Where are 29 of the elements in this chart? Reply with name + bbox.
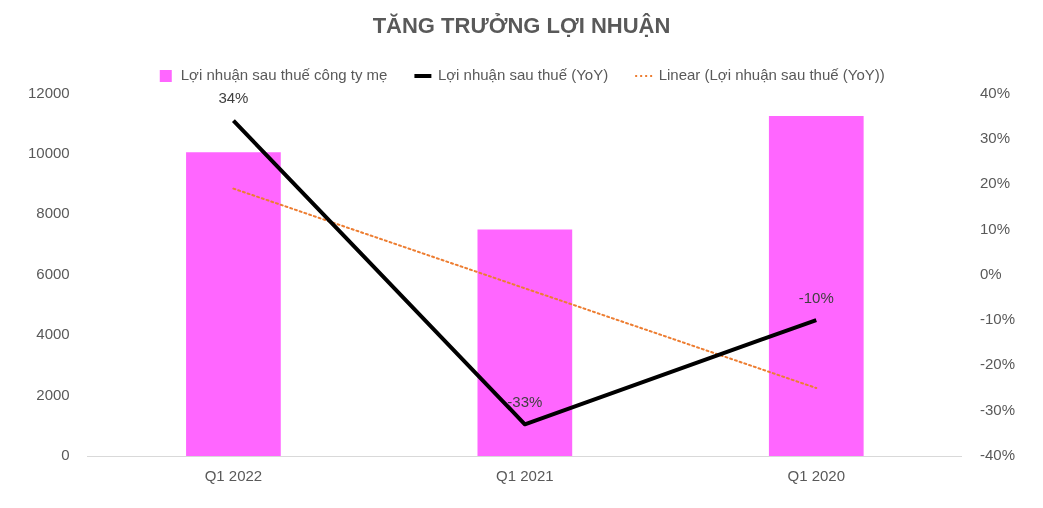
legend-label: Lợi nhuận sau thuế công ty mẹ	[180, 66, 388, 84]
y2-tick-label: 20%	[979, 174, 1011, 192]
legend-label: Lợi nhuận sau thuế (YoY)	[437, 66, 609, 84]
y-tick-label: 10000	[27, 143, 70, 161]
bar	[768, 116, 864, 456]
data-label: 34%	[218, 89, 249, 107]
x-tick-label: Q1 2021	[496, 467, 554, 485]
y-tick-label: 4000	[36, 325, 70, 343]
legend-label: Linear (Lợi nhuận sau thuế (YoY))	[658, 66, 885, 84]
y2-tick-label: 10%	[979, 219, 1011, 237]
x-tick-label: Q1 2022	[204, 467, 263, 485]
x-tick-label: Q1 2020	[787, 467, 846, 485]
y-tick-label: 6000	[36, 264, 70, 282]
bar	[477, 229, 573, 456]
y2-tick-label: 40%	[979, 83, 1011, 101]
y-tick-label: 8000	[36, 204, 70, 222]
y2-tick-label: 30%	[979, 128, 1011, 146]
y-tick-label: 12000	[27, 83, 70, 101]
data-label: -10%	[798, 288, 834, 306]
y-tick-label: 0	[61, 446, 70, 464]
y2-tick-label: -20%	[979, 355, 1016, 373]
y2-tick-label: -40%	[979, 446, 1016, 464]
y2-tick-label: -10%	[979, 310, 1016, 328]
y-tick-label: 2000	[36, 385, 70, 403]
y2-tick-label: -30%	[979, 400, 1016, 418]
data-label: -33%	[507, 392, 543, 410]
y2-tick-label: 0%	[979, 264, 1002, 282]
bar	[186, 152, 281, 456]
chart-title: TĂNG TRƯỞNG LỢI NHUẬN	[372, 13, 671, 39]
